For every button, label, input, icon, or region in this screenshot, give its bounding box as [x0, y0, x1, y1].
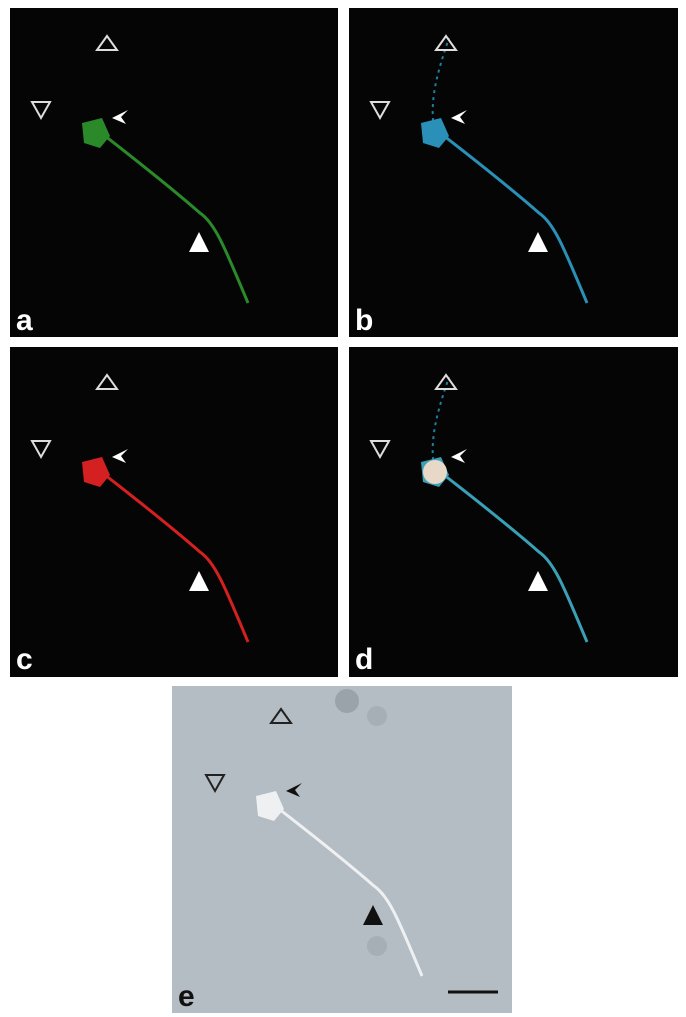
panel-c: c	[10, 347, 338, 677]
panel-d: d	[349, 347, 678, 677]
panel-label: c	[16, 643, 33, 676]
panel-b: b	[349, 8, 678, 337]
figure: a b c d e	[0, 0, 686, 1017]
panel-e: e	[172, 686, 512, 1013]
panel-label: d	[355, 643, 373, 676]
panel-label: b	[355, 304, 373, 337]
panel-label: a	[16, 304, 33, 337]
panel-a: a	[10, 8, 338, 337]
panel-label: e	[178, 980, 195, 1013]
